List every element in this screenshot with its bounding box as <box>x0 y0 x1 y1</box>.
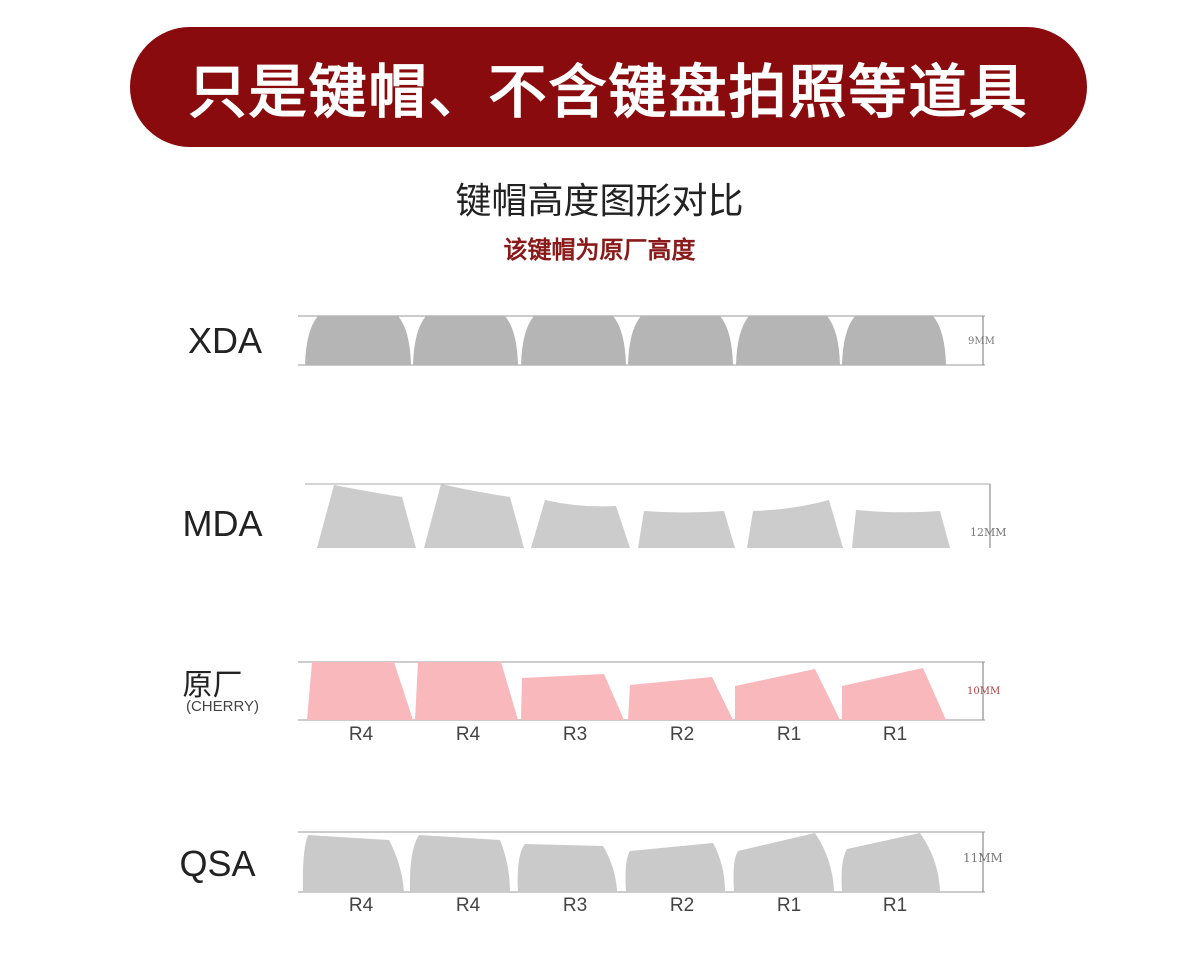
keycap <box>628 677 733 720</box>
keycap <box>842 316 946 365</box>
keycap <box>305 316 411 365</box>
diagram-subtitle: 该键帽为原厂高度 <box>503 236 696 264</box>
keycap <box>735 669 840 720</box>
row-label: R4 <box>456 724 481 745</box>
row-label: R4 <box>349 724 374 745</box>
mda-label: MDA <box>182 503 263 544</box>
keycap <box>415 662 518 720</box>
keycap <box>841 833 940 892</box>
keycap <box>517 844 617 892</box>
qsa-label: QSA <box>179 843 256 884</box>
keycap <box>747 500 843 548</box>
keycap <box>736 316 840 365</box>
banner-text: 只是键帽、不含键盘拍照等道具 <box>188 58 1029 126</box>
keycap <box>413 316 518 365</box>
row-label: R4 <box>456 895 481 916</box>
row-label: R1 <box>883 895 907 916</box>
row-label: R2 <box>670 895 694 916</box>
cherry-height-label: 10MM <box>967 686 1000 697</box>
mda-height-label: 12MM <box>970 526 1007 539</box>
keycap <box>521 674 624 720</box>
cherry-row <box>298 661 985 721</box>
xda-height-label: 9MM <box>968 336 995 347</box>
keycap <box>521 316 626 365</box>
cherry-sublabel: (CHERRY) <box>185 698 260 715</box>
keycap <box>852 510 950 548</box>
keycap <box>409 835 510 892</box>
qsa-row <box>298 831 985 893</box>
keycap <box>625 843 725 892</box>
diagram-title: 键帽高度图形对比 <box>455 181 744 222</box>
qsa-height-label: 11MM <box>963 851 1003 865</box>
keycap <box>531 500 630 548</box>
xda-row <box>298 315 985 366</box>
keycap <box>628 316 733 365</box>
keycap <box>638 511 735 548</box>
keycap <box>842 668 946 720</box>
row-label: R2 <box>670 724 694 745</box>
keycap <box>424 484 524 548</box>
row-label: R4 <box>349 895 374 916</box>
row-label: R1 <box>883 724 907 745</box>
notice-banner: 只是键帽、不含键盘拍照等道具 <box>130 27 1087 147</box>
row-label: R1 <box>777 895 801 916</box>
keycap <box>317 485 416 548</box>
xda-label: XDA <box>187 320 263 361</box>
keycap <box>733 833 834 892</box>
cherry-label: 原厂 <box>182 668 243 703</box>
row-label: R3 <box>563 724 587 745</box>
keycap <box>302 835 404 892</box>
keycap <box>307 662 413 720</box>
row-label: R3 <box>563 895 587 916</box>
mda-row <box>305 483 991 548</box>
row-label: R1 <box>777 724 801 745</box>
